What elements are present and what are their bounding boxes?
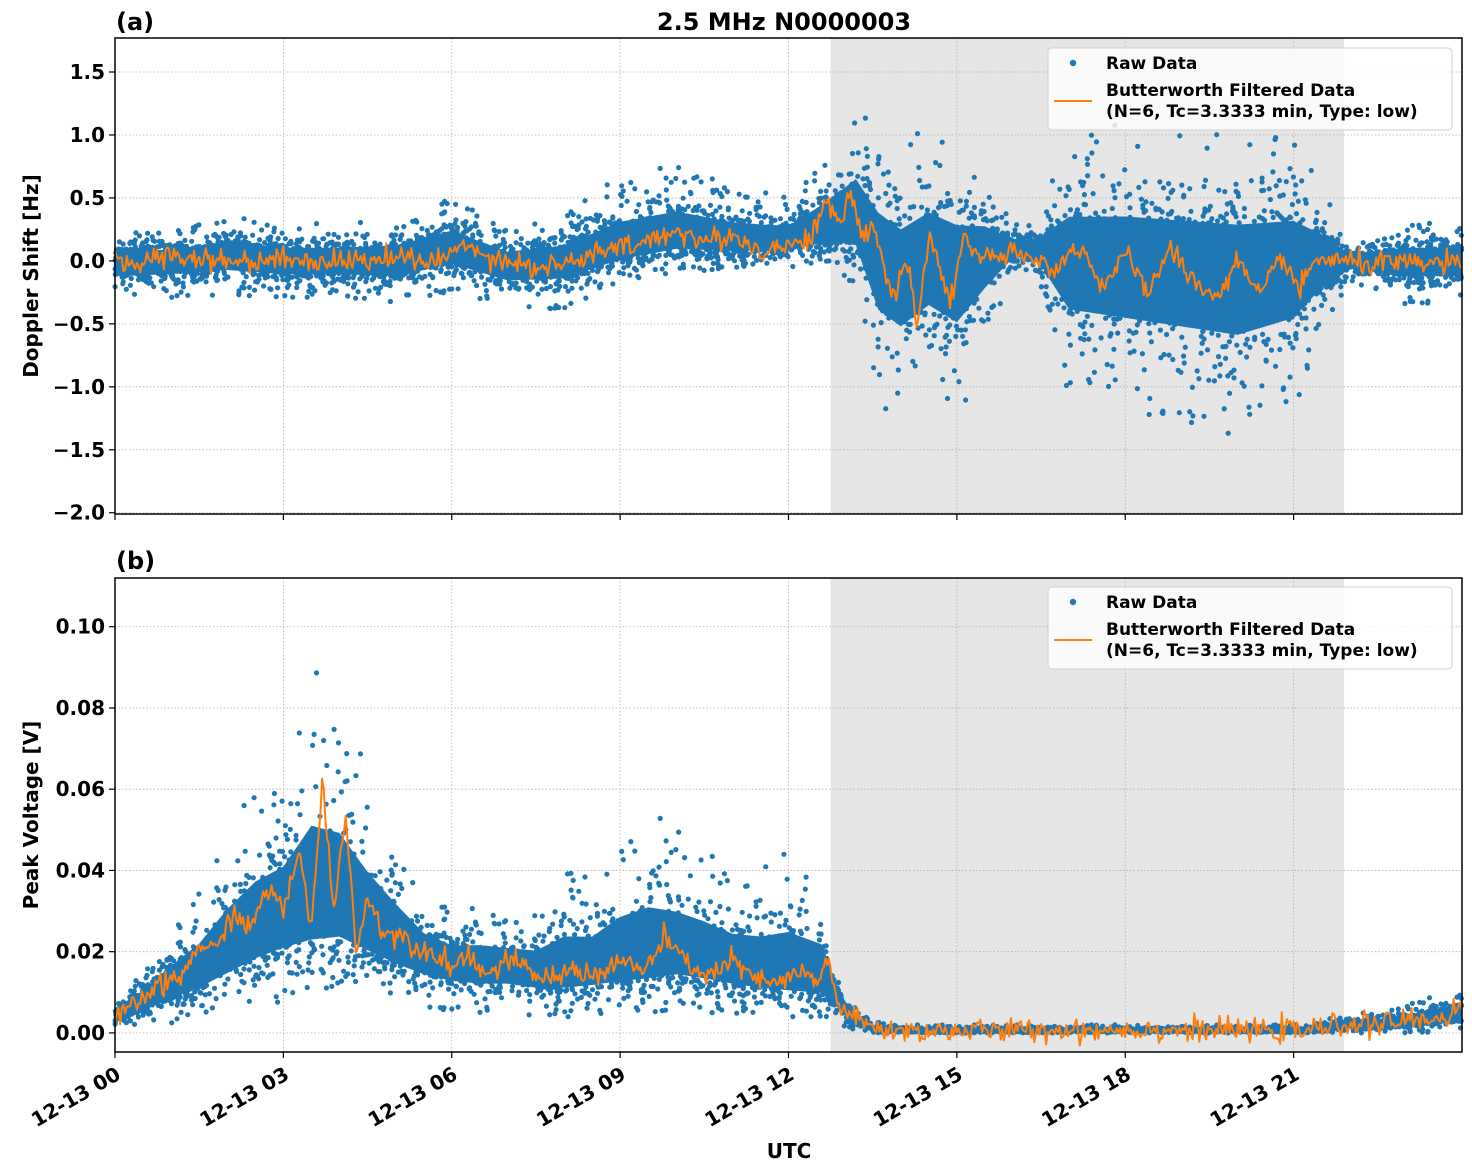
legend-filtered-label-a: Butterworth Filtered Data — [1106, 81, 1355, 101]
x-ticks-a — [114, 514, 1295, 520]
y-tick-label: 1.0 — [70, 123, 105, 147]
y-tick-label: 0.08 — [56, 696, 105, 720]
y-tick-label: 0.06 — [56, 777, 105, 801]
x-tick-label: 12-13 03 — [195, 1062, 293, 1132]
y-tick-label: −0.5 — [53, 312, 105, 336]
raw-data-core — [115, 179, 1462, 335]
panel-a-doppler: −2.0 −1.5 −1.0 −0.5 0.0 0.5 1.0 1.5 Doppler Shi… — [19, 37, 1465, 525]
y-ticks-b: 0.00 0.02 0.04 0.06 0.08 0.10 — [56, 615, 115, 1045]
legend-box-b — [1047, 586, 1453, 670]
legend-raw-label-a: Raw Data — [1106, 54, 1197, 74]
x-ticks-b: 12-13 00 12-13 03 12-13 06 12-13 09 12-13 12… — [27, 1052, 1303, 1132]
raw-data-core — [115, 825, 1462, 1032]
panel-label-a: (a) — [116, 8, 154, 36]
x-tick-label: 12-13 12 — [700, 1062, 798, 1132]
filtered-line-a — [114, 189, 1463, 329]
legend-raw-label-b: Raw Data — [1106, 593, 1197, 613]
x-tick-label: 12-13 18 — [1037, 1062, 1135, 1132]
legend-filtered-params-b: (N=6, Tc=3.3333 min, Type: low) — [1106, 641, 1418, 661]
raw-data-points — [112, 115, 1465, 436]
legend-raw-marker-a — [1069, 59, 1077, 67]
y-tick-label: −1.0 — [53, 375, 105, 399]
legend-box-a — [1047, 47, 1453, 131]
x-tick-label: 12-13 00 — [27, 1062, 125, 1132]
panel-label-b: (b) — [116, 547, 155, 575]
x-tick-label: 12-13 21 — [1206, 1062, 1304, 1132]
legend-filtered-params-a: (N=6, Tc=3.3333 min, Type: low) — [1106, 102, 1418, 122]
legend-filtered-label-b: Butterworth Filtered Data — [1106, 620, 1355, 640]
panel-b-voltage: 0.000.020.040.060.080.10 12-13 00 12-13 0… — [19, 577, 1465, 1163]
x-tick-label: 12-13 09 — [532, 1062, 630, 1132]
x-tick-label: 12-13 06 — [364, 1062, 462, 1132]
raw-scatter-b — [112, 670, 1465, 1036]
y-ticks-a: −2.0 −1.5 −1.0 −0.5 0.0 0.5 1.0 1.5 — [53, 60, 115, 525]
y-tick-label: −1.5 — [53, 438, 105, 462]
raw-scatter-a — [112, 115, 1465, 436]
y-tick-label: 0.0 — [70, 249, 105, 273]
x-tick-label: 12-13 15 — [869, 1062, 967, 1132]
legend-b: Raw Data Butterworth Filtered Data (N=6,… — [1047, 586, 1453, 670]
y-tick-label: 0.00 — [56, 1021, 105, 1045]
y-tick-label: 0.10 — [56, 615, 105, 639]
y-tick-label: 1.5 — [70, 60, 105, 84]
raw-data-points — [112, 670, 1465, 1036]
x-axis-label: UTC — [767, 1139, 812, 1163]
figure-title: 2.5 MHz N0000003 — [657, 8, 911, 36]
legend-a: Raw Data Butterworth Filtered Data (N=6,… — [1047, 47, 1453, 131]
y-tick-label: 0.02 — [56, 940, 105, 964]
y-tick-label: 0.04 — [56, 858, 105, 882]
y-tick-label: −2.0 — [53, 501, 105, 525]
y-axis-label-a: Doppler Shift [Hz] — [19, 174, 43, 378]
legend-raw-marker-b — [1069, 598, 1077, 606]
y-tick-label: 0.5 — [70, 186, 105, 210]
y-axis-label-b: Peak Voltage [V] — [19, 721, 43, 910]
filtered-line-b — [114, 777, 1463, 1047]
